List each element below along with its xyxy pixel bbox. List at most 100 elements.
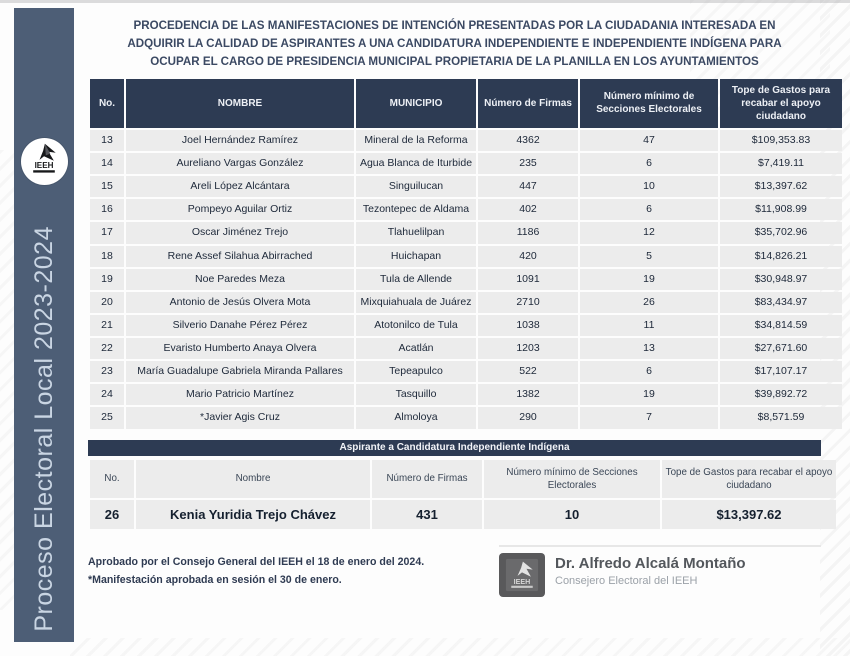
table-row: 24 Mario Patricio Martínez Tasquillo 1382 19… bbox=[90, 384, 842, 406]
watermark-stripes bbox=[70, 638, 850, 656]
document-footer: Aprobado por el Consejo General del IEEH… bbox=[88, 544, 821, 597]
table-cell: 420 bbox=[478, 245, 578, 267]
table-cell: Evaristo Humberto Anaya Olvera bbox=[126, 338, 354, 360]
table-cell: 10 bbox=[580, 176, 718, 198]
table-cell: 4362 bbox=[478, 129, 578, 152]
column-header: Número de Firmas bbox=[372, 459, 482, 498]
ieeh-logo-badge: IEEH bbox=[20, 138, 68, 185]
aspirants-table: No. NOMBRE MUNICIPIO Número de Firmas Número… bbox=[88, 77, 844, 431]
table-cell: 17 bbox=[90, 222, 124, 244]
table-cell: 6 bbox=[580, 199, 718, 221]
table-cell: $109,353.83 bbox=[720, 129, 842, 152]
table-cell: $34,814.59 bbox=[720, 314, 842, 337]
table-cell: $17,107.17 bbox=[720, 361, 842, 383]
indigenous-band-title: Aspirante a Candidatura Independiente In… bbox=[88, 439, 821, 456]
table-cell: *Javier Agis Cruz bbox=[126, 407, 354, 429]
indigenous-table-head: No. Nombre Número de Firmas Número mínimo d… bbox=[90, 459, 836, 498]
table-cell: Mario Patricio Martínez bbox=[126, 384, 354, 406]
table-cell: 26 bbox=[580, 291, 718, 313]
table-cell: $7,419.11 bbox=[720, 153, 842, 175]
table-cell: 12 bbox=[580, 222, 718, 244]
table-cell: 290 bbox=[478, 407, 578, 429]
scan-top-edge bbox=[0, 0, 850, 3]
table-row: 20 Antonio de Jesús Olvera Mota Mixquiahua… bbox=[90, 291, 842, 313]
signatory: Dr. Alfredo Alcalá Montaño Consejero Ele… bbox=[555, 553, 746, 587]
ieeh-footer-logo-icon: IEEH bbox=[499, 552, 545, 597]
table-cell: 19 bbox=[580, 268, 718, 290]
table-cell: 447 bbox=[478, 176, 578, 198]
approval-notes: Aprobado por el Consejo General del IEEH… bbox=[88, 545, 424, 589]
column-header: NOMBRE bbox=[126, 78, 354, 128]
indigenous-table: No. Nombre Número de Firmas Número mínimo d… bbox=[88, 458, 838, 531]
table-cell: Almoloya bbox=[356, 407, 476, 429]
table-cell: 1203 bbox=[478, 338, 578, 360]
table-cell: 26 bbox=[90, 499, 134, 529]
column-header: Nombre bbox=[136, 459, 370, 498]
table-cell: Silverio Danahe Pérez Pérez bbox=[126, 314, 354, 337]
table-cell: Areli López Alcántara bbox=[126, 176, 354, 198]
table-cell: Tlahuelilpan bbox=[356, 222, 476, 244]
column-header: Tope de Gastos para recabar el apoyo ciu… bbox=[662, 459, 836, 498]
document-body: PROCEDENCIA DE LAS MANIFESTACIONES DE IN… bbox=[88, 0, 842, 597]
table-cell: 431 bbox=[372, 499, 482, 529]
table-cell: Joel Hernández Ramírez bbox=[126, 129, 354, 152]
table-cell: 402 bbox=[478, 199, 578, 221]
table-cell: 19 bbox=[90, 268, 124, 290]
table-cell: Noe Paredes Meza bbox=[126, 268, 354, 290]
table-cell: Tepeapulco bbox=[356, 361, 476, 383]
table-cell: 22 bbox=[90, 338, 124, 360]
table-cell: Pompeyo Aguilar Ortiz bbox=[126, 199, 354, 221]
table-cell: 6 bbox=[580, 153, 718, 175]
table-cell: 16 bbox=[90, 199, 124, 221]
svg-text:IEEH: IEEH bbox=[35, 161, 54, 170]
approval-note-line: *Manifestación aprobada en sesión el 30 … bbox=[88, 573, 342, 586]
column-header: No. bbox=[90, 459, 134, 498]
table-cell: 7 bbox=[580, 407, 718, 429]
table-cell: Antonio de Jesús Olvera Mota bbox=[126, 291, 354, 313]
table-cell: Acatlán bbox=[356, 338, 476, 360]
table-cell: 19 bbox=[580, 384, 718, 406]
table-cell: $39,892.72 bbox=[720, 384, 842, 406]
table-row: 19 Noe Paredes Meza Tula de Allende 1091 19 $… bbox=[90, 268, 842, 290]
table-cell: 10 bbox=[484, 499, 660, 529]
column-header: Número mínimo de Secciones Electorales bbox=[580, 78, 718, 128]
document-title: PROCEDENCIA DE LAS MANIFESTACIONES DE IN… bbox=[95, 17, 815, 71]
title-line: ADQUIRIR LA CALIDAD DE ASPIRANTES A UNA … bbox=[127, 36, 782, 50]
table-cell: $13,397.62 bbox=[662, 499, 836, 529]
table-cell: $30,948.97 bbox=[720, 268, 842, 290]
table-cell: 13 bbox=[580, 338, 718, 360]
table-cell: $35,702.96 bbox=[720, 222, 842, 244]
table-cell: $14,826.21 bbox=[720, 245, 842, 267]
table-row: 23 María Guadalupe Gabriela Miranda Palla… bbox=[90, 361, 842, 383]
table-cell: $27,671.60 bbox=[720, 338, 842, 360]
title-line: PROCEDENCIA DE LAS MANIFESTACIONES DE IN… bbox=[133, 19, 776, 32]
approval-note-line: Aprobado por el Consejo General del IEEH… bbox=[88, 555, 425, 568]
column-header: Tope de Gastos para recabar el apoyo ciu… bbox=[720, 78, 842, 128]
table-cell: Rene Assef Silahua Abirrached bbox=[126, 245, 354, 267]
column-header: MUNICIPIO bbox=[356, 78, 476, 128]
table-cell: 23 bbox=[90, 361, 124, 383]
table-cell: 235 bbox=[478, 153, 578, 175]
table-cell: Singuilucan bbox=[356, 176, 476, 198]
table-cell: Kenia Yuridia Trejo Chávez bbox=[136, 499, 370, 529]
table-cell: Tula de Allende bbox=[356, 268, 476, 290]
table-row: 15 Areli López Alcántara Singuilucan 447 10 $… bbox=[90, 176, 842, 198]
table-cell: 25 bbox=[90, 407, 124, 429]
process-sidebar: IEEH Proceso Electoral Local 2023-2024 bbox=[14, 8, 74, 642]
table-cell: $13,397.62 bbox=[720, 176, 842, 198]
table-cell: 21 bbox=[90, 314, 124, 337]
table-row: 14 Aureliano Vargas González Agua Blanca d… bbox=[90, 153, 842, 175]
column-header: No. bbox=[90, 78, 124, 128]
table-row: 25 *Javier Agis Cruz Almoloya 290 7 $8,571.59 bbox=[90, 407, 842, 429]
table-cell: María Guadalupe Gabriela Miranda Pallare… bbox=[126, 361, 354, 383]
table-row: 22 Evaristo Humberto Anaya Olvera Acatlán 1… bbox=[90, 338, 842, 360]
table-cell: Tezontepec de Aldama bbox=[356, 199, 476, 221]
table-cell: 1091 bbox=[478, 268, 578, 290]
table-cell: Agua Blanca de Iturbide bbox=[356, 153, 476, 175]
table-cell: 14 bbox=[90, 153, 124, 175]
table-cell: 5 bbox=[580, 245, 718, 267]
table-cell: 522 bbox=[478, 361, 578, 383]
table-cell: Aureliano Vargas González bbox=[126, 153, 354, 175]
table-cell: 6 bbox=[580, 361, 718, 383]
table-cell: 2710 bbox=[478, 291, 578, 313]
